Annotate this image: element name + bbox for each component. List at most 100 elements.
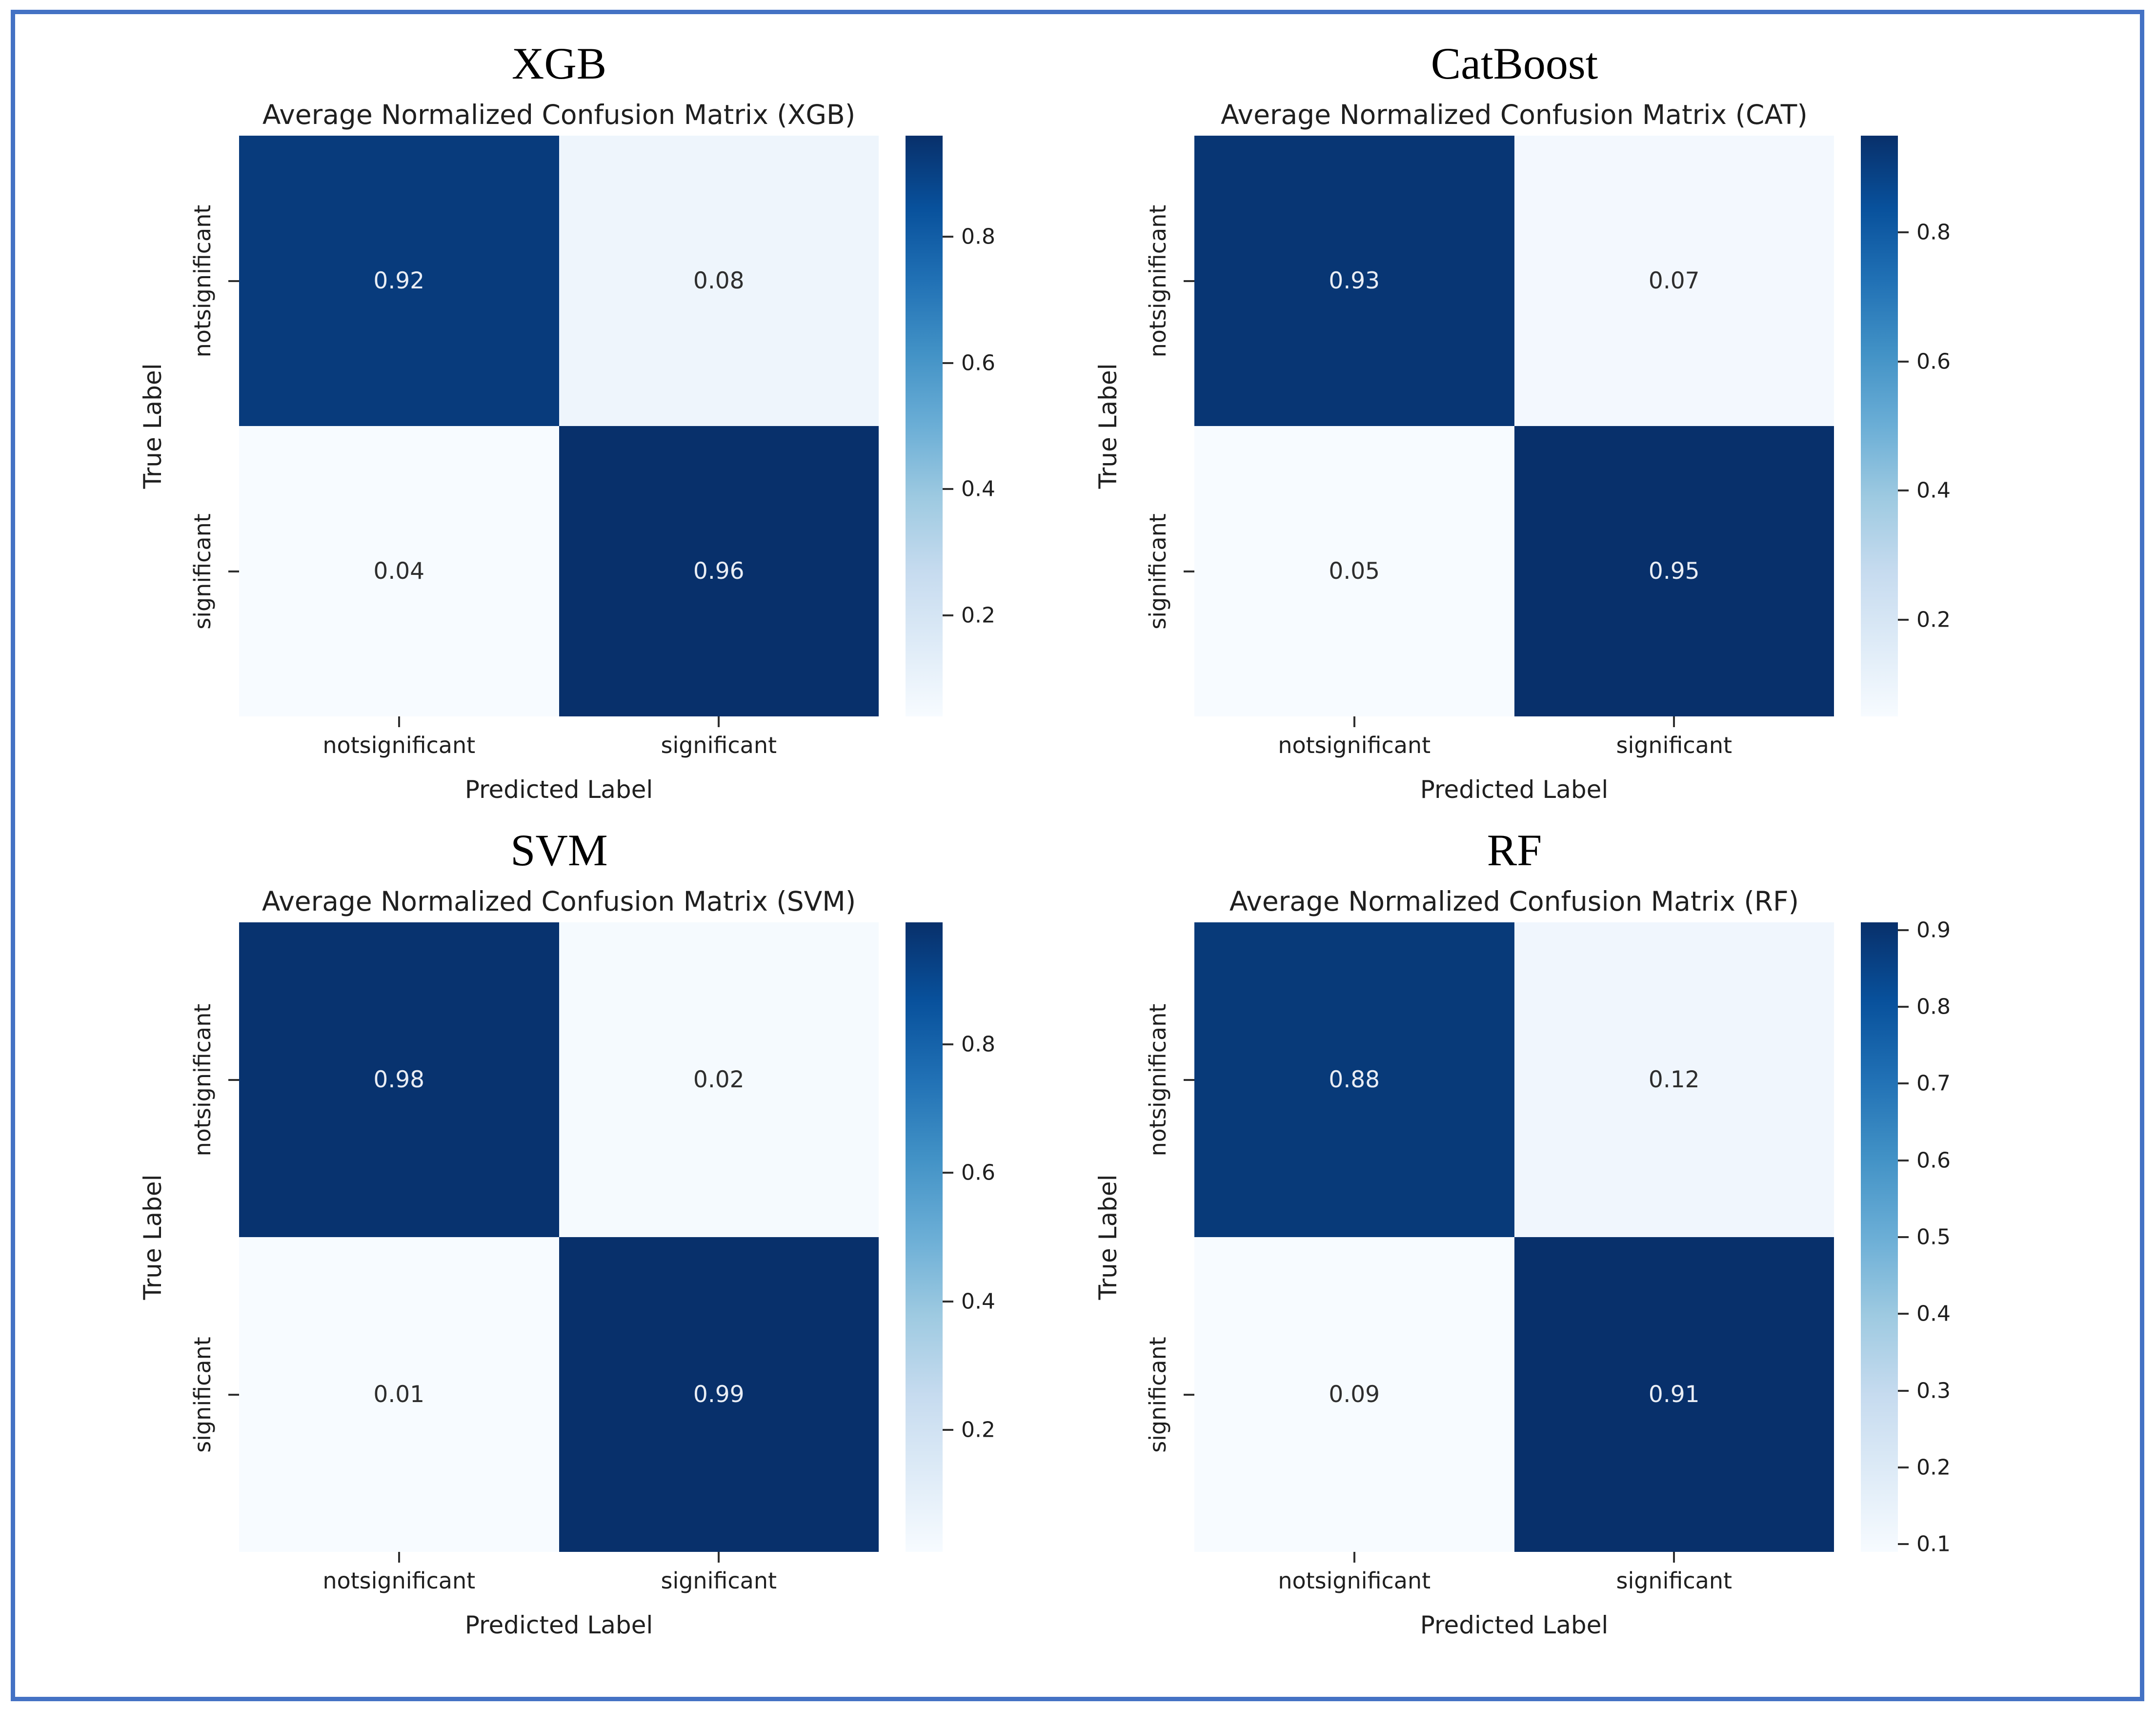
x-axis-label: Predicted Label <box>1194 766 1834 813</box>
colorbar-tick-mark <box>1898 1543 1909 1546</box>
y-axis-ticks: notsignificant significant <box>176 136 239 716</box>
x-tick-mark <box>398 716 400 727</box>
colorbar-tick-label: 0.4 <box>961 476 995 502</box>
colorbar <box>1861 922 1898 1552</box>
panel-svm: SVM Average Normalized Confusion Matrix … <box>124 813 1033 1648</box>
colorbar-tick-mark <box>1898 929 1909 931</box>
y-tick-label: notsignificant <box>189 1003 216 1156</box>
colorbar-tick-label: 0.6 <box>1916 349 1951 374</box>
x-tick-mark <box>718 1552 720 1563</box>
x-tick-mark <box>718 716 720 727</box>
matrix-cell: 0.93 <box>1194 136 1514 426</box>
axes-title: Average Normalized Confusion Matrix (CAT… <box>1221 99 1808 130</box>
y-axis-label-text: True Label <box>1093 363 1122 489</box>
colorbar-tick-mark <box>1898 1082 1909 1085</box>
y-tick-label: notsignificant <box>1144 204 1171 357</box>
x-tick-label: notsignificant <box>322 732 476 758</box>
colorbar-tick-label: 0.4 <box>1916 1301 1951 1326</box>
colorbar-tick-label: 0.3 <box>1916 1378 1951 1404</box>
matrix-cell: 0.95 <box>1514 426 1834 716</box>
colorbar-tick-mark <box>1898 618 1909 621</box>
matrix-cell: 0.96 <box>559 426 879 716</box>
matrix-cell: 0.02 <box>559 922 879 1237</box>
x-axis-label-text: Predicted Label <box>1420 775 1609 804</box>
y-axis-label: True Label <box>1080 922 1131 1552</box>
x-axis-ticks: notsignificant significant <box>1194 1552 1834 1602</box>
confusion-matrix: 0.93 0.07 0.05 0.95 <box>1194 136 1834 716</box>
colorbar-tick-mark <box>1898 1159 1909 1161</box>
matrix-cell: 0.98 <box>239 922 559 1237</box>
matrix-cell: 0.92 <box>239 136 559 426</box>
colorbar-ticks: 0.9 0.8 0.7 0.6 0.5 0.4 0.3 0.2 0.1 <box>1898 917 1989 1557</box>
confusion-matrix: 0.92 0.08 0.04 0.96 <box>239 136 879 716</box>
colorbar-tick-label: 0.8 <box>961 224 995 249</box>
colorbar <box>906 922 943 1552</box>
matrix-cell: 0.01 <box>239 1237 559 1552</box>
colorbar-tick-label: 0.6 <box>961 1160 995 1185</box>
x-tick-label: notsignificant <box>322 1568 476 1594</box>
colorbar-tick-label: 0.5 <box>1916 1224 1951 1250</box>
colorbar-tick-label: 0.7 <box>1916 1071 1951 1096</box>
colorbar-tick-label: 0.4 <box>961 1289 995 1314</box>
matrix-cell: 0.07 <box>1514 136 1834 426</box>
y-tick-label: significant <box>1144 513 1171 630</box>
matrix-cell: 0.91 <box>1514 1237 1834 1552</box>
x-tick-label: significant <box>661 1568 777 1594</box>
colorbar-tick-mark <box>943 1428 953 1431</box>
colorbar-tick-mark <box>1898 1466 1909 1468</box>
y-tick-mark <box>1184 1079 1194 1081</box>
panel-title: SVM <box>510 825 608 875</box>
x-axis-label: Predicted Label <box>1194 1602 1834 1648</box>
y-tick-label: notsignificant <box>1144 1003 1171 1156</box>
x-tick-mark <box>1673 716 1675 727</box>
x-tick-mark <box>1673 1552 1675 1563</box>
x-axis-label-text: Predicted Label <box>464 1610 653 1639</box>
panel-catboost: CatBoost Average Normalized Confusion Ma… <box>1080 19 1989 813</box>
x-tick-label: notsignificant <box>1278 1568 1431 1594</box>
y-axis-label: True Label <box>124 136 176 716</box>
y-axis-label-text: True Label <box>138 363 167 489</box>
y-tick-label: notsignificant <box>189 204 216 357</box>
x-tick-mark <box>398 1552 400 1563</box>
y-axis-label-text: True Label <box>138 1174 167 1300</box>
colorbar <box>1861 136 1898 716</box>
matrix-cell: 0.05 <box>1194 426 1514 716</box>
x-axis-ticks: notsignificant significant <box>239 1552 879 1602</box>
y-tick-mark <box>228 280 239 282</box>
x-axis-label-text: Predicted Label <box>464 775 653 804</box>
x-tick-label: significant <box>1616 1568 1733 1594</box>
colorbar-tick-label: 0.1 <box>1916 1531 1951 1557</box>
y-axis-ticks: notsignificant significant <box>176 922 239 1552</box>
y-tick-label: significant <box>189 513 216 630</box>
axes-title: Average Normalized Confusion Matrix (XGB… <box>262 99 856 130</box>
y-tick-mark <box>228 1393 239 1396</box>
colorbar-tick-label: 0.8 <box>1916 994 1951 1019</box>
y-tick-mark <box>1184 570 1194 572</box>
x-tick-label: significant <box>1616 732 1733 758</box>
colorbar-tick-label: 0.8 <box>961 1032 995 1057</box>
y-axis-label: True Label <box>1080 136 1131 716</box>
colorbar-tick-mark <box>1898 489 1909 492</box>
panel-title: CatBoost <box>1431 39 1598 88</box>
colorbar-tick-label: 0.4 <box>1916 478 1951 503</box>
x-axis-ticks: notsignificant significant <box>1194 716 1834 766</box>
y-tick-mark <box>1184 1393 1194 1396</box>
colorbar-tick-label: 0.8 <box>1916 220 1951 245</box>
colorbar-tick-mark <box>1898 1236 1909 1238</box>
panel-title: XGB <box>511 39 607 88</box>
x-axis-label: Predicted Label <box>239 766 879 813</box>
x-axis-ticks: notsignificant significant <box>239 716 879 766</box>
matrix-cell: 0.12 <box>1514 922 1834 1237</box>
matrix-cell: 0.08 <box>559 136 879 426</box>
colorbar-tick-mark <box>943 362 953 364</box>
figure: XGB Average Normalized Confusion Matrix … <box>124 19 1989 1648</box>
matrix-cell: 0.99 <box>559 1237 879 1552</box>
colorbar-tick-mark <box>1898 1313 1909 1315</box>
y-tick-label: significant <box>1144 1336 1171 1453</box>
colorbar-tick-mark <box>1898 1006 1909 1008</box>
colorbar-tick-mark <box>1898 360 1909 363</box>
axes-title: Average Normalized Confusion Matrix (RF) <box>1229 885 1799 917</box>
x-tick-mark <box>1353 1552 1355 1563</box>
x-tick-mark <box>1353 716 1355 727</box>
matrix-cell: 0.09 <box>1194 1237 1514 1552</box>
